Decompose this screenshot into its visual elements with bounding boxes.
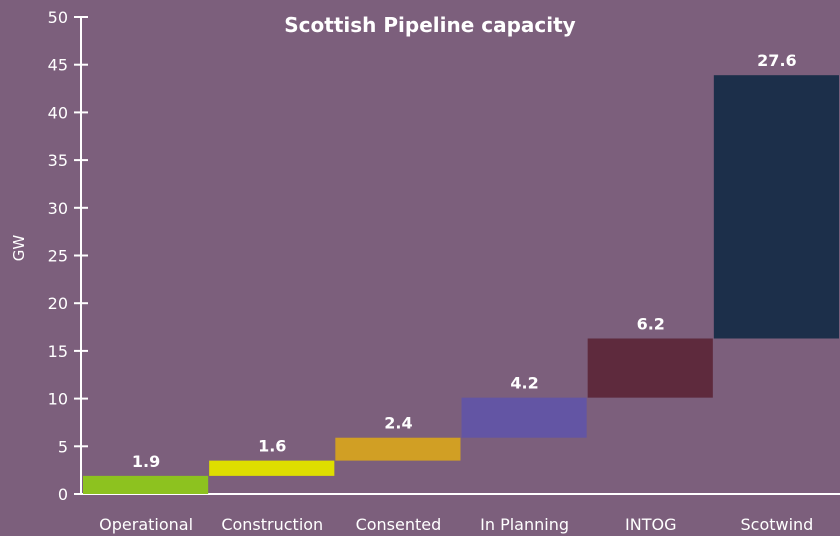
y-tick-label: 0 <box>58 485 68 504</box>
y-axis-ticks: 0 5 10 15 20 25 30 35 40 45 50 <box>48 8 88 504</box>
y-axis-title: GW <box>10 235 28 262</box>
bar-consented <box>335 437 461 461</box>
value-label: 1.6 <box>258 437 286 456</box>
bar-scotwind <box>713 75 839 339</box>
category-label: Construction <box>221 515 323 534</box>
y-tick-label: 20 <box>48 294 68 313</box>
value-label: 6.2 <box>637 314 665 333</box>
y-tick-label: 45 <box>48 56 68 75</box>
value-label: 2.4 <box>384 414 412 433</box>
y-tick-label: 25 <box>48 247 68 266</box>
category-label: Consented <box>356 515 442 534</box>
value-label: 27.6 <box>757 51 796 70</box>
y-tick-label: 50 <box>48 8 68 27</box>
y-tick-label: 40 <box>48 103 68 122</box>
category-label: Scotwind <box>740 515 813 534</box>
bars <box>83 75 839 494</box>
category-labels: Operational Construction Consented In Plann… <box>99 515 813 534</box>
y-tick-label: 15 <box>48 342 68 361</box>
value-labels: 1.9 1.6 2.4 4.2 6.2 27.6 <box>132 51 797 471</box>
bar-intog <box>587 338 713 398</box>
y-tick-label: 30 <box>48 199 68 218</box>
bar-construction <box>209 460 335 476</box>
value-label: 1.9 <box>132 452 160 471</box>
category-label: In Planning <box>480 515 569 534</box>
chart-title: Scottish Pipeline capacity <box>284 13 575 37</box>
bar-in-planning <box>461 397 587 438</box>
bar-operational <box>83 475 209 494</box>
y-tick-label: 35 <box>48 151 68 170</box>
category-label: INTOG <box>625 515 676 534</box>
y-tick-label: 10 <box>48 390 68 409</box>
category-label: Operational <box>99 515 193 534</box>
value-label: 4.2 <box>510 374 538 393</box>
y-tick-label: 5 <box>58 437 68 456</box>
